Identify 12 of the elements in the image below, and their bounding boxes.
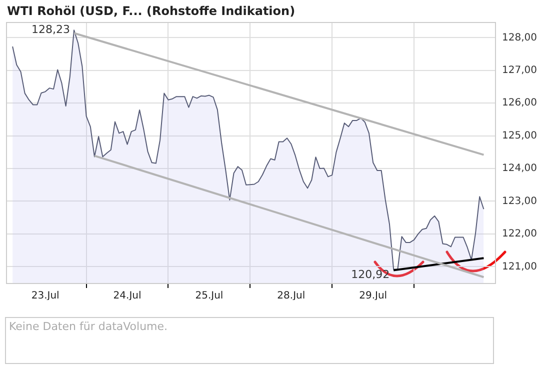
- data-label: 120,92: [351, 268, 390, 282]
- data-label: 128,23: [32, 23, 70, 36]
- text: Keine Daten für dataVolume.: [5, 317, 494, 364]
- y-tick-label: 128,00: [502, 32, 537, 44]
- chart-title: WTI Rohöl (USD, F... (Rohstoffe Indikation): [7, 4, 296, 18]
- y-tick-label: 124,00: [502, 163, 537, 174]
- y-tick-label: 126,00: [502, 98, 537, 109]
- y-tick-label: 122,00: [502, 228, 537, 240]
- y-tick-label: 121,00: [502, 261, 537, 272]
- y-tick-label: 123,00: [502, 196, 537, 207]
- y-tick-label: 127,00: [502, 65, 537, 76]
- y-tick-label: 125,00: [502, 130, 537, 142]
